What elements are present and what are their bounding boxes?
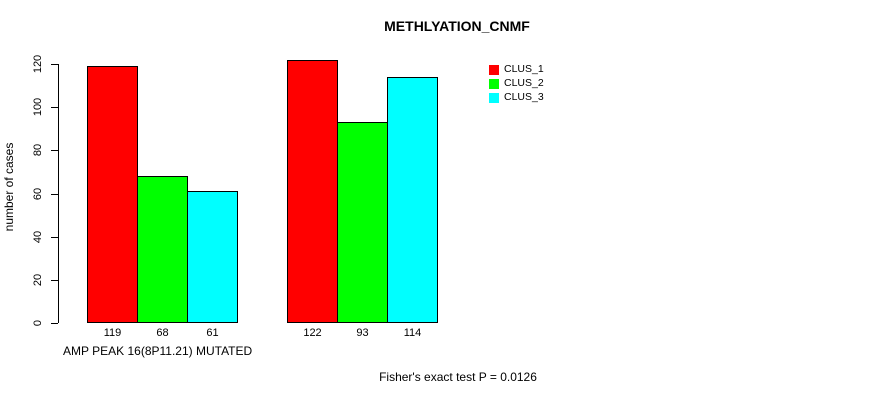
y-tick-label: 20 bbox=[32, 273, 44, 287]
legend-color-swatch bbox=[489, 78, 499, 89]
legend-item-label: CLUS_1 bbox=[504, 63, 544, 75]
y-tick-label: 120 bbox=[32, 54, 44, 74]
chart-title: METHLYATION_CNMF bbox=[384, 18, 530, 34]
x-axis-label: AMP PEAK 16(8P11.21) MUTATED bbox=[63, 344, 253, 358]
legend-color-swatch bbox=[489, 92, 499, 103]
bar-clus_3-group2 bbox=[387, 77, 438, 323]
y-tick-label: 100 bbox=[32, 97, 44, 117]
bar-value-label: 122 bbox=[303, 327, 322, 339]
y-tick-label: 60 bbox=[32, 187, 44, 201]
y-tick-mark bbox=[51, 237, 58, 238]
legend-color-swatch bbox=[489, 64, 499, 75]
legend-item-label: CLUS_3 bbox=[504, 91, 544, 103]
bar-value-label: 68 bbox=[156, 327, 169, 339]
bar-clus_1-group1 bbox=[87, 66, 138, 323]
legend-item-clus_1: CLUS_1 bbox=[489, 64, 544, 75]
y-tick-mark bbox=[51, 150, 58, 151]
bar-clus_2-group2 bbox=[337, 122, 388, 323]
y-tick-mark bbox=[51, 64, 58, 65]
y-tick-label: 0 bbox=[32, 319, 44, 327]
legend-item-clus_3: CLUS_3 bbox=[489, 92, 544, 103]
bar-clus_1-group2 bbox=[287, 60, 338, 323]
bar-value-label: 114 bbox=[403, 327, 422, 339]
y-axis-label: number of cases bbox=[2, 142, 16, 232]
bar-value-label: 119 bbox=[103, 327, 122, 339]
y-axis-line bbox=[58, 64, 59, 323]
y-tick-label: 40 bbox=[32, 230, 44, 244]
legend: CLUS_1 CLUS_2 CLUS_3 bbox=[489, 64, 544, 103]
annotation-fisher-test: Fisher's exact test P = 0.0126 bbox=[379, 370, 537, 384]
bar-value-label: 93 bbox=[356, 327, 369, 339]
y-tick-mark bbox=[51, 107, 58, 108]
y-tick-mark bbox=[51, 323, 58, 324]
bar-value-label: 61 bbox=[206, 327, 219, 339]
bar-clus_3-group1 bbox=[187, 191, 238, 323]
legend-item-clus_2: CLUS_2 bbox=[489, 78, 544, 89]
y-tick-mark bbox=[51, 194, 58, 195]
legend-item-label: CLUS_2 bbox=[504, 77, 544, 89]
bar-clus_2-group1 bbox=[137, 176, 188, 323]
y-tick-label: 80 bbox=[32, 143, 44, 157]
y-tick-mark bbox=[51, 280, 58, 281]
